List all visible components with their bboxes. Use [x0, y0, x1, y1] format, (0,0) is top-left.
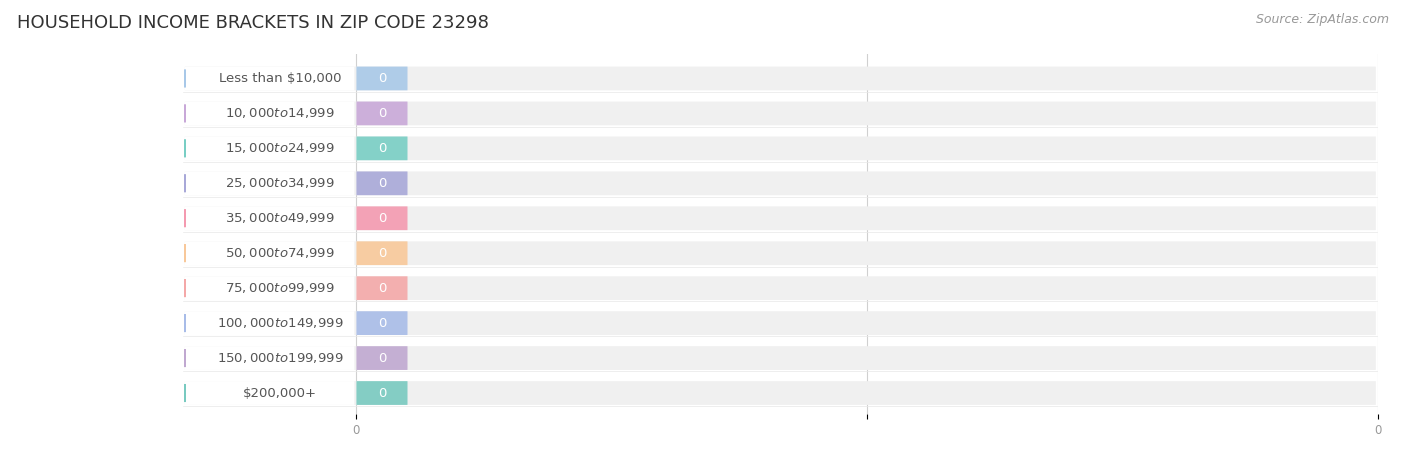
FancyBboxPatch shape	[184, 171, 1376, 195]
Text: $50,000 to $74,999: $50,000 to $74,999	[225, 246, 335, 260]
FancyBboxPatch shape	[357, 381, 408, 405]
FancyBboxPatch shape	[184, 102, 1376, 125]
FancyBboxPatch shape	[184, 346, 354, 370]
Text: Less than $10,000: Less than $10,000	[218, 72, 342, 85]
FancyBboxPatch shape	[357, 102, 408, 125]
FancyBboxPatch shape	[184, 136, 1376, 160]
Text: 0: 0	[378, 282, 387, 295]
FancyBboxPatch shape	[357, 171, 408, 195]
Text: 0: 0	[378, 177, 387, 190]
FancyBboxPatch shape	[184, 381, 1376, 405]
Text: 0: 0	[378, 351, 387, 364]
FancyBboxPatch shape	[357, 207, 408, 230]
FancyBboxPatch shape	[184, 276, 1376, 300]
Text: $10,000 to $14,999: $10,000 to $14,999	[225, 106, 335, 121]
FancyBboxPatch shape	[184, 241, 354, 265]
Text: $200,000+: $200,000+	[243, 387, 316, 400]
Text: 0: 0	[378, 247, 387, 260]
FancyBboxPatch shape	[357, 67, 408, 90]
FancyBboxPatch shape	[184, 136, 354, 160]
FancyBboxPatch shape	[184, 207, 1376, 230]
Text: $100,000 to $149,999: $100,000 to $149,999	[217, 316, 343, 330]
FancyBboxPatch shape	[184, 241, 1376, 265]
FancyBboxPatch shape	[184, 276, 354, 300]
Text: 0: 0	[378, 212, 387, 225]
FancyBboxPatch shape	[357, 311, 408, 335]
Text: 0: 0	[378, 387, 387, 400]
Text: $150,000 to $199,999: $150,000 to $199,999	[217, 351, 343, 365]
Text: $75,000 to $99,999: $75,000 to $99,999	[225, 281, 335, 295]
FancyBboxPatch shape	[184, 381, 354, 405]
Text: 0: 0	[378, 317, 387, 330]
FancyBboxPatch shape	[184, 102, 354, 125]
Text: 0: 0	[378, 107, 387, 120]
FancyBboxPatch shape	[357, 276, 408, 300]
FancyBboxPatch shape	[357, 346, 408, 370]
Text: 0: 0	[378, 72, 387, 85]
Text: $25,000 to $34,999: $25,000 to $34,999	[225, 176, 335, 190]
FancyBboxPatch shape	[184, 207, 354, 230]
FancyBboxPatch shape	[184, 346, 1376, 370]
FancyBboxPatch shape	[184, 311, 354, 335]
FancyBboxPatch shape	[357, 241, 408, 265]
Text: HOUSEHOLD INCOME BRACKETS IN ZIP CODE 23298: HOUSEHOLD INCOME BRACKETS IN ZIP CODE 23…	[17, 14, 489, 32]
FancyBboxPatch shape	[184, 311, 1376, 335]
FancyBboxPatch shape	[184, 171, 354, 195]
FancyBboxPatch shape	[357, 136, 408, 160]
FancyBboxPatch shape	[184, 67, 1376, 90]
Text: $35,000 to $49,999: $35,000 to $49,999	[225, 211, 335, 225]
FancyBboxPatch shape	[184, 67, 354, 90]
Text: $15,000 to $24,999: $15,000 to $24,999	[225, 141, 335, 155]
Text: Source: ZipAtlas.com: Source: ZipAtlas.com	[1256, 14, 1389, 27]
Text: 0: 0	[378, 142, 387, 155]
